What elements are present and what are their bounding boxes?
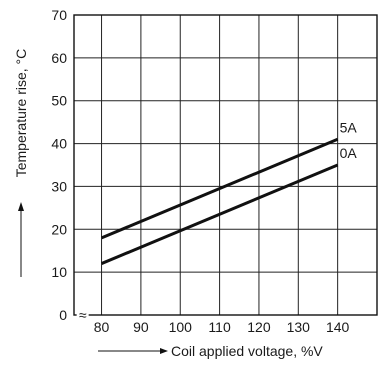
- x-tick-label: 140: [326, 319, 350, 335]
- x-axis-break-icon: ≈: [76, 307, 89, 323]
- x-axis-arrow-icon: [160, 348, 168, 354]
- y-tick-label: 30: [51, 178, 67, 194]
- y-tick-label: 0: [59, 307, 67, 323]
- series-line-0a: [100, 163, 339, 265]
- x-tick-labels: 80 90 100 110 120 130 140: [94, 319, 350, 335]
- plot-frame: [73, 14, 378, 316]
- y-tick-labels: 0 10 20 30 40 50 60 70: [51, 7, 67, 323]
- y-tick-label: 20: [51, 221, 67, 237]
- x-axis-title-group: Coil applied voltage, %V: [98, 343, 323, 359]
- y-axis-title-group: Temperature rise, °C: [13, 49, 29, 277]
- series-label-0a: 0A: [340, 145, 358, 161]
- y-tick-label: 10: [51, 264, 67, 280]
- series-label-5a: 5A: [340, 119, 358, 135]
- x-tick-label: 110: [208, 319, 231, 335]
- grid: [74, 14, 378, 316]
- y-tick-label: 40: [51, 136, 67, 152]
- y-tick-label: 50: [51, 93, 67, 109]
- y-axis-title: Temperature rise, °C: [13, 49, 29, 178]
- x-tick-label: 130: [287, 319, 311, 335]
- y-tick-label: 70: [51, 7, 67, 23]
- series-layer: 5A 0A: [100, 119, 358, 265]
- y-tick-label: 60: [51, 50, 67, 66]
- x-tick-label: 80: [94, 319, 110, 335]
- x-axis-title: Coil applied voltage, %V: [171, 343, 323, 359]
- x-tick-label: 120: [247, 319, 271, 335]
- x-axis-break-glyph: ≈: [79, 307, 87, 323]
- y-axis-arrow-icon: [18, 202, 24, 211]
- x-tick-label: 90: [133, 319, 149, 335]
- x-tick-label: 100: [169, 319, 193, 335]
- series-line-5a: [100, 137, 339, 240]
